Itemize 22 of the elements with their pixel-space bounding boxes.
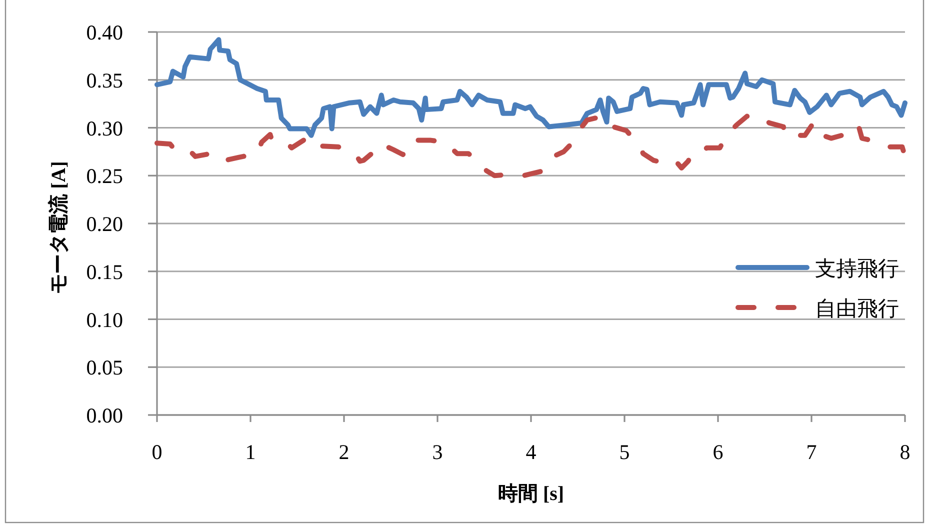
x-tick-label: 6 [712, 440, 724, 464]
x-axis-title: 時間 [s] [498, 483, 564, 505]
y-tick-label: 0.15 [86, 260, 123, 284]
legend-label: 自由飛行 [815, 296, 899, 320]
x-tick-label: 1 [245, 440, 256, 464]
x-tick-label: 3 [432, 440, 443, 464]
y-tick-label: 0.10 [86, 308, 123, 332]
y-tick-label: 0.05 [86, 356, 123, 380]
x-tick-label: 4 [526, 440, 537, 464]
y-tick-label: 0.20 [86, 212, 123, 236]
y-tick-label: 0.30 [86, 116, 123, 140]
legend-label: 支持飛行 [815, 256, 899, 280]
y-tick-label: 0.25 [86, 164, 123, 188]
x-tick-label: 8 [900, 440, 910, 464]
y-axis-title: モータ電流 [A] [47, 161, 70, 294]
x-tick-label: 5 [619, 440, 630, 464]
x-tick-label: 2 [338, 440, 350, 464]
x-tick-label: 7 [806, 440, 817, 464]
y-tick-label: 0.40 [86, 20, 123, 44]
y-tick-label: 0.00 [86, 404, 123, 428]
y-tick-label: 0.35 [86, 68, 123, 92]
x-tick-label: 0 [152, 440, 162, 464]
